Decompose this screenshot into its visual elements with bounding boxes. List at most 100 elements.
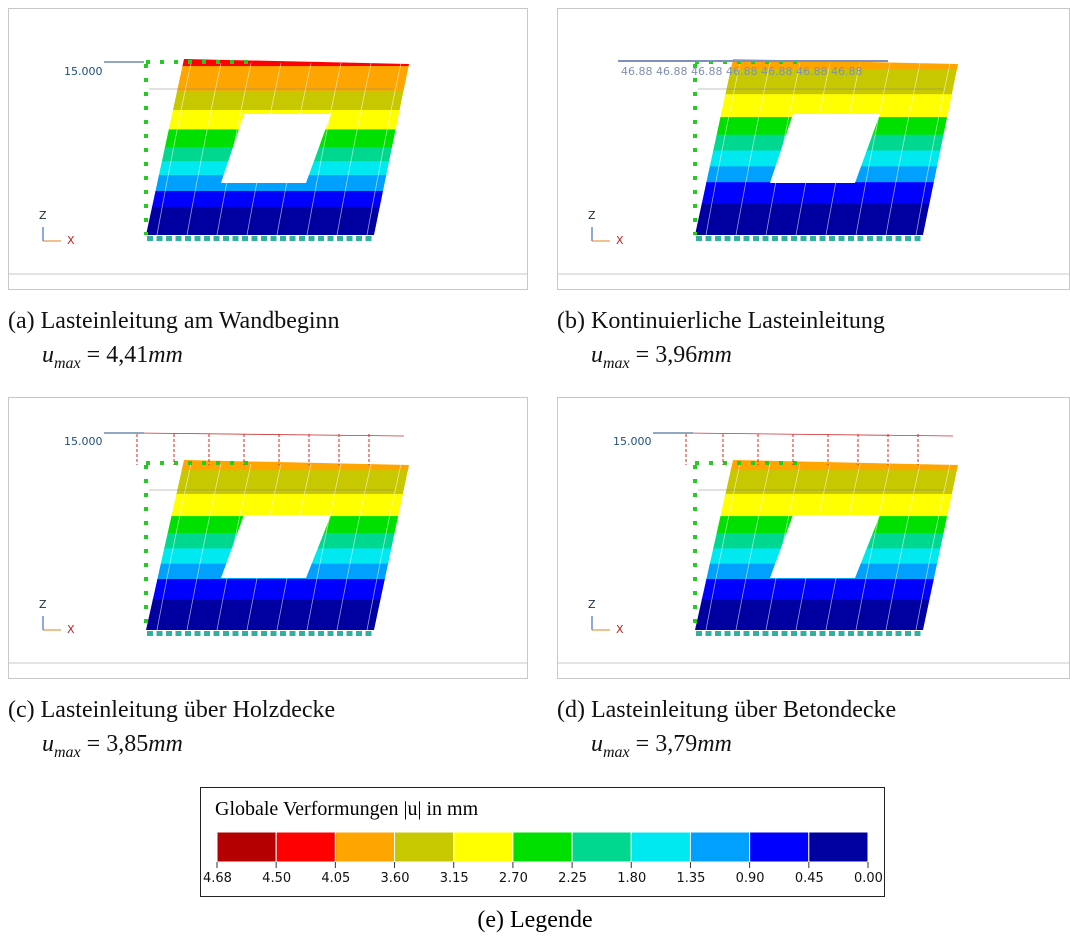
formula-subscript: max bbox=[603, 744, 630, 761]
support bbox=[791, 631, 797, 636]
legend-swatch bbox=[572, 832, 631, 862]
legend-swatch bbox=[631, 832, 690, 862]
legend-swatch bbox=[217, 832, 276, 862]
support bbox=[147, 236, 153, 241]
axis-x-label: X bbox=[67, 234, 75, 247]
contour bbox=[688, 59, 968, 238]
support bbox=[801, 236, 807, 241]
support bbox=[347, 631, 353, 636]
formula-unit: mm bbox=[697, 342, 732, 368]
support bbox=[223, 631, 229, 636]
support bbox=[696, 236, 702, 241]
legend-tick-label: 0.90 bbox=[736, 871, 765, 886]
formula: umax = 3,96mm bbox=[591, 342, 732, 373]
load-label: 46.88 bbox=[796, 65, 828, 78]
load-line bbox=[137, 433, 404, 436]
support bbox=[233, 236, 239, 241]
formula-symbol: u bbox=[42, 731, 54, 757]
support bbox=[782, 236, 788, 241]
load-label: 15.000 bbox=[64, 65, 103, 78]
legend-swatch bbox=[395, 832, 454, 862]
panel-view: 46.8846.8846.8846.8846.8846.8846.88ZX bbox=[557, 8, 1070, 290]
support bbox=[706, 236, 712, 241]
support bbox=[280, 236, 286, 241]
support bbox=[848, 236, 854, 241]
formula: umax = 3,79mm bbox=[591, 731, 732, 762]
support bbox=[915, 631, 921, 636]
formula-subscript: max bbox=[54, 355, 81, 372]
support bbox=[195, 631, 201, 636]
load-label: 15.000 bbox=[613, 435, 652, 448]
contour-band bbox=[139, 533, 419, 549]
support bbox=[299, 236, 305, 241]
load-label: 46.88 bbox=[656, 65, 688, 78]
caption: (c) Lasteinleitung über Holzdecke bbox=[8, 697, 335, 724]
caption: (a) Lasteinleitung am Wandbeginn bbox=[8, 308, 340, 335]
legend-tick-label: 3.15 bbox=[440, 871, 469, 886]
contour-band bbox=[688, 135, 968, 152]
legend-swatch bbox=[750, 832, 809, 862]
contour bbox=[139, 59, 419, 238]
formula-symbol: u bbox=[591, 731, 603, 757]
formula-value: = 3,96 bbox=[636, 342, 698, 368]
formula-symbol: u bbox=[591, 342, 603, 368]
support bbox=[252, 236, 258, 241]
contour-band bbox=[139, 494, 419, 517]
formula-value: = 3,85 bbox=[87, 731, 149, 757]
load-line bbox=[686, 433, 953, 436]
support bbox=[791, 236, 797, 241]
formula-value: = 3,79 bbox=[636, 731, 698, 757]
contour-band bbox=[139, 516, 419, 534]
support bbox=[147, 631, 153, 636]
support bbox=[886, 631, 892, 636]
support bbox=[261, 631, 267, 636]
support bbox=[753, 631, 759, 636]
support bbox=[905, 236, 911, 241]
legend-swatch bbox=[690, 832, 749, 862]
support bbox=[166, 631, 172, 636]
contour-band bbox=[139, 161, 419, 176]
support bbox=[299, 631, 305, 636]
contour-band bbox=[139, 59, 419, 67]
caption: (b) Kontinuierliche Lasteinleitung bbox=[557, 308, 885, 335]
support bbox=[185, 236, 191, 241]
legend-tick-label: 3.60 bbox=[381, 871, 410, 886]
support bbox=[176, 631, 182, 636]
support bbox=[734, 236, 740, 241]
support bbox=[204, 631, 210, 636]
support bbox=[242, 236, 248, 241]
support bbox=[782, 631, 788, 636]
contour-band bbox=[688, 494, 968, 517]
contour-band bbox=[688, 516, 968, 534]
contour-band bbox=[688, 117, 968, 136]
support bbox=[356, 236, 362, 241]
support bbox=[715, 236, 721, 241]
legend-tick-label: 1.80 bbox=[617, 871, 646, 886]
support bbox=[877, 631, 883, 636]
contour-band bbox=[139, 191, 419, 208]
formula-subscript: max bbox=[603, 355, 630, 372]
support bbox=[744, 631, 750, 636]
support bbox=[905, 631, 911, 636]
support bbox=[280, 631, 286, 636]
support bbox=[328, 236, 334, 241]
support bbox=[877, 236, 883, 241]
support bbox=[867, 236, 873, 241]
support bbox=[896, 631, 902, 636]
support bbox=[337, 236, 343, 241]
legend-tick-label: 0.45 bbox=[795, 871, 824, 886]
axis-x-label: X bbox=[616, 623, 624, 636]
support bbox=[157, 631, 163, 636]
support bbox=[772, 631, 778, 636]
support bbox=[242, 631, 248, 636]
support bbox=[915, 236, 921, 241]
support bbox=[734, 631, 740, 636]
support bbox=[347, 236, 353, 241]
legend-tick-label: 2.25 bbox=[558, 871, 587, 886]
support bbox=[886, 236, 892, 241]
axis-z-label: Z bbox=[588, 598, 596, 611]
support bbox=[261, 236, 267, 241]
contour-band bbox=[688, 533, 968, 549]
contour-band bbox=[688, 599, 968, 632]
